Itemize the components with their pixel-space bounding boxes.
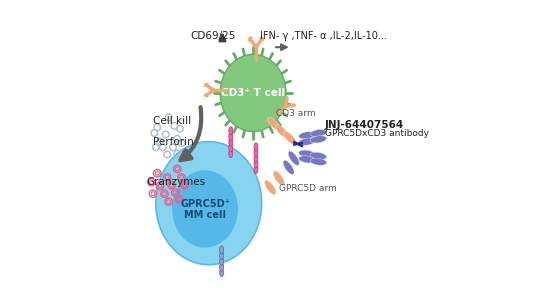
Text: CD69/25: CD69/25 [190, 31, 236, 41]
Text: GPRC5D⁺: GPRC5D⁺ [180, 199, 230, 209]
Ellipse shape [229, 127, 233, 135]
Ellipse shape [229, 132, 233, 140]
Ellipse shape [204, 93, 209, 97]
Text: JNJ-64407564: JNJ-64407564 [325, 120, 404, 130]
Ellipse shape [156, 142, 262, 265]
Ellipse shape [268, 117, 280, 130]
Ellipse shape [310, 152, 327, 160]
Text: Granzymes: Granzymes [147, 177, 206, 187]
Text: GPRC5D arm: GPRC5D arm [279, 184, 337, 193]
Ellipse shape [285, 96, 289, 101]
Ellipse shape [264, 180, 276, 195]
Ellipse shape [310, 136, 327, 143]
Ellipse shape [220, 251, 224, 260]
Text: Perforin: Perforin [153, 137, 194, 147]
Text: CD3 arm: CD3 arm [276, 109, 316, 118]
Ellipse shape [220, 54, 286, 131]
Text: CD3⁺ T cell: CD3⁺ T cell [221, 88, 285, 98]
Ellipse shape [275, 125, 288, 138]
Ellipse shape [259, 36, 264, 41]
Ellipse shape [248, 36, 252, 41]
Text: IFN- γ ,TNF- α ,IL-2,IL-10...: IFN- γ ,TNF- α ,IL-2,IL-10... [260, 31, 387, 41]
FancyArrowPatch shape [181, 107, 201, 160]
Text: GPRC5DxCD3 antibody: GPRC5DxCD3 antibody [325, 129, 429, 138]
Ellipse shape [283, 160, 294, 175]
Ellipse shape [273, 171, 284, 186]
Ellipse shape [254, 160, 258, 168]
Ellipse shape [204, 83, 209, 87]
Ellipse shape [291, 103, 296, 107]
Ellipse shape [229, 150, 233, 158]
Ellipse shape [299, 138, 315, 145]
Ellipse shape [283, 131, 296, 144]
Ellipse shape [220, 257, 224, 265]
Ellipse shape [299, 150, 315, 157]
Ellipse shape [254, 143, 258, 151]
Ellipse shape [220, 246, 224, 254]
Ellipse shape [172, 170, 238, 248]
Ellipse shape [310, 129, 327, 137]
Text: MM cell: MM cell [184, 210, 226, 220]
Ellipse shape [220, 269, 224, 277]
Ellipse shape [299, 132, 315, 139]
Ellipse shape [254, 154, 258, 162]
Ellipse shape [229, 138, 233, 146]
Ellipse shape [310, 158, 327, 165]
Ellipse shape [288, 151, 299, 165]
Ellipse shape [254, 166, 258, 174]
Ellipse shape [299, 156, 315, 163]
Ellipse shape [220, 263, 224, 271]
Ellipse shape [254, 149, 258, 157]
Ellipse shape [229, 144, 233, 152]
Text: Cell kill: Cell kill [153, 116, 192, 126]
